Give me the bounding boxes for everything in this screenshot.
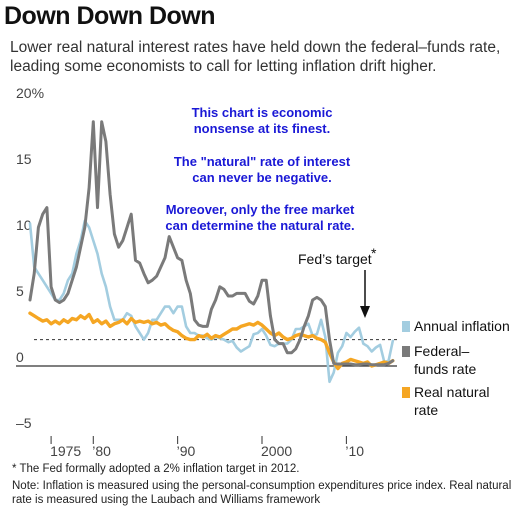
annotation-line: This chart is economic xyxy=(192,105,333,120)
annotation-line: Moreover, only the free market xyxy=(166,202,355,217)
legend-swatch xyxy=(402,387,410,398)
y-tick-label: –5 xyxy=(16,415,32,431)
legend-label: Federal– xyxy=(414,343,469,359)
inflation-line xyxy=(28,219,395,384)
fed-target-asterisk: * xyxy=(371,245,377,261)
y-tick-label: 15 xyxy=(16,151,32,167)
y-axis-ticks: 20% 15 10 5 0 –5 xyxy=(16,85,44,431)
x-tick-label: 1975 xyxy=(50,443,81,459)
footnote-note: Note: Inflation is measured using the pe… xyxy=(12,480,512,506)
legend-label: rate xyxy=(414,402,438,418)
legend-swatch xyxy=(402,346,410,357)
annotation-line: can determine the natural rate. xyxy=(165,218,354,233)
natural-rate-line xyxy=(28,311,395,371)
fed-target-label: Fed’s target xyxy=(298,251,372,267)
y-tick-label: 10 xyxy=(16,217,32,233)
y-tick-label: 0 xyxy=(16,349,24,365)
footnote-target: * The Fed formally adopted a 2% inflatio… xyxy=(12,463,300,475)
legend-label: Annual inflation xyxy=(414,318,510,334)
fed-target-arrow-head xyxy=(360,306,370,318)
fed-target-callout: Fed’s target * xyxy=(298,245,377,318)
annotation-line: The "natural" rate of interest xyxy=(174,154,351,169)
x-axis-ticks: 1975 ’80 ’90 2000 ’10 xyxy=(50,436,364,459)
chart-subtitle: Lower real natural interest rates have h… xyxy=(10,39,501,75)
series-layer xyxy=(28,120,395,384)
legend-swatch xyxy=(402,321,410,332)
annotation-line: nonsense at its finest. xyxy=(194,121,331,136)
legend-label: funds rate xyxy=(414,361,476,377)
x-tick-label: ’90 xyxy=(177,443,196,459)
chart-canvas: 20% 15 10 5 0 –5 1975 ’80 ’90 2000 ’10 This chart… xyxy=(16,85,510,459)
y-tick-label: 5 xyxy=(16,283,24,299)
y-tick-label: 20% xyxy=(16,85,44,101)
legend-label: Real natural xyxy=(414,384,490,400)
x-tick-label: ’80 xyxy=(92,443,111,459)
chart-title: Down Down Down xyxy=(4,2,216,30)
reference-lines xyxy=(16,339,397,367)
fedfunds-line xyxy=(28,120,395,367)
legend: Annual inflation Federal– funds rate Real n… xyxy=(402,318,510,418)
x-tick-label: ’10 xyxy=(345,443,364,459)
x-tick-label: 2000 xyxy=(261,443,292,459)
annotation-line: can never be negative. xyxy=(192,170,331,185)
